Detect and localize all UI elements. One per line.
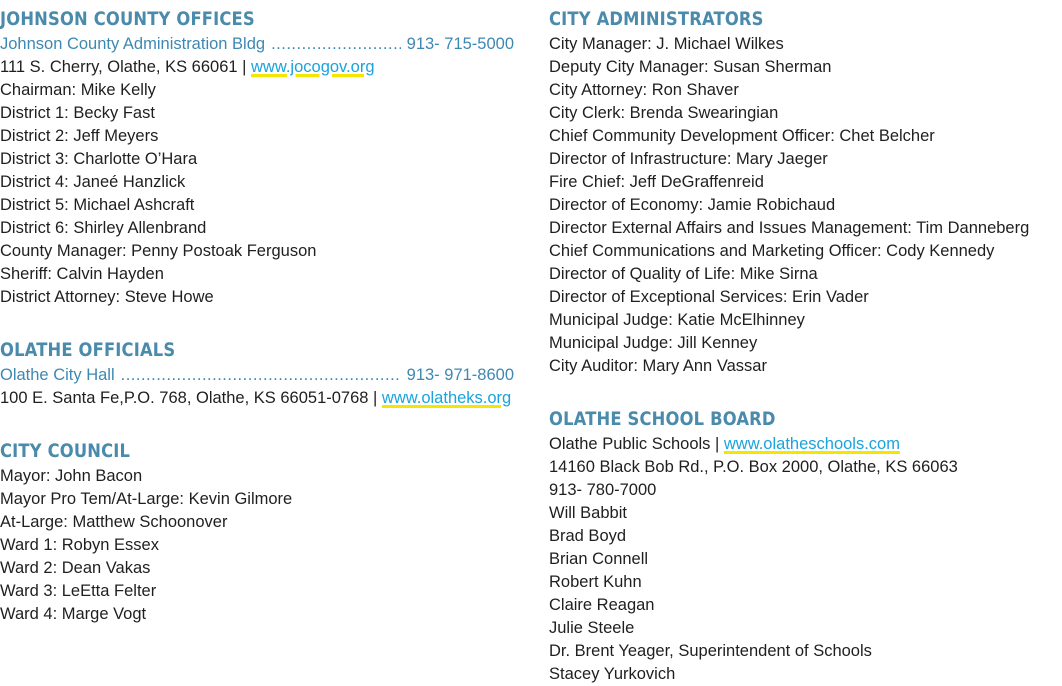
johnson-county-section: JOHNSON COUNTY OFFICES Johnson County Ad… [0, 8, 514, 309]
list-item: City Manager: J. Michael Wilkes [549, 35, 784, 53]
list-item: Dr. Brent Yeager, Superintendent of Scho… [549, 642, 872, 660]
list-item: District 2: Jeff Meyers [0, 127, 159, 145]
list-item: Chief Community Development Officer: Che… [549, 127, 935, 145]
list-item: District 1: Becky Fast [0, 104, 155, 122]
list-item: Director of Quality of Life: Mike Sirna [549, 265, 818, 283]
website-link[interactable]: www.olatheks.org [381, 389, 512, 407]
list-item: Chief Communications and Marketing Offic… [549, 242, 995, 260]
olathe-officials-section: OLATHE OFFICIALS Olathe City Hall 913- 9… [0, 339, 514, 410]
list-item: Municipal Judge: Katie McElhinney [549, 311, 805, 329]
contact-line: Johnson County Administration Bldg 913- … [0, 33, 514, 56]
list-item: Mayor Pro Tem/At-Large: Kevin Gilmore [0, 490, 293, 508]
org-text: Olathe Public Schools | [549, 435, 720, 453]
member-list: Will Babbit Brad Boyd Brian Connell Robert … [549, 502, 1049, 686]
list-item: Ward 4: Marge Vogt [0, 605, 147, 623]
right-column: CITY ADMINISTRATORS City Manager: J. Mic… [549, 0, 1049, 686]
phone-line: 913- 780-7000 [549, 481, 657, 499]
list-item: Stacey Yurkovich [549, 665, 676, 683]
official-list: City Manager: J. Michael Wilkes Deputy Ci… [549, 33, 1049, 378]
address-line: 100 E. Santa Fe,P.O. 768, Olathe, KS 660… [0, 387, 514, 410]
list-item: County Manager: Penny Postoak Ferguson [0, 242, 317, 260]
section-title: OLATHE OFFICIALS [0, 339, 176, 361]
dot-leader [271, 33, 401, 56]
address-text: 100 E. Santa Fe,P.O. 768, Olathe, KS 660… [0, 389, 378, 407]
contact-phone: 913- 971-8600 [406, 366, 514, 384]
list-item: Deputy City Manager: Susan Sherman [549, 58, 832, 76]
section-title: CITY COUNCIL [0, 440, 131, 462]
list-item: Ward 2: Dean Vakas [0, 559, 151, 577]
school-board-section: OLATHE SCHOOL BOARD Olathe Public School… [549, 408, 1049, 686]
list-item: Will Babbit [549, 504, 627, 522]
list-item: Director of Exceptional Services: Erin V… [549, 288, 869, 306]
section-title: CITY ADMINISTRATORS [549, 8, 764, 30]
list-item: District 6: Shirley Allenbrand [0, 219, 207, 237]
list-item: City Attorney: Ron Shaver [549, 81, 739, 99]
official-list: Chairman: Mike Kelly District 1: Becky Fa… [0, 79, 514, 309]
list-item: Julie Steele [549, 619, 635, 637]
list-item: Claire Reagan [549, 596, 655, 614]
list-item: Sheriff: Calvin Hayden [0, 265, 164, 283]
dot-leader [121, 364, 401, 387]
list-item: Fire Chief: Jeff DeGraffenreid [549, 173, 764, 191]
official-list: Mayor: John Bacon Mayor Pro Tem/At-Large:… [0, 465, 514, 626]
list-item: City Clerk: Brenda Swearingian [549, 104, 779, 122]
address-line: 111 S. Cherry, Olathe, KS 66061 | www.jo… [0, 56, 514, 79]
address-line: 14160 Black Bob Rd., P.O. Box 2000, Olat… [549, 458, 958, 476]
website-link[interactable]: www.olatheschools.com [723, 435, 900, 453]
contact-name: Johnson County Administration Bldg [0, 35, 266, 53]
list-item: Brian Connell [549, 550, 649, 568]
list-item: Robert Kuhn [549, 573, 642, 591]
section-title: OLATHE SCHOOL BOARD [549, 408, 776, 430]
list-item: Ward 1: Robyn Essex [0, 536, 159, 554]
list-item: Brad Boyd [549, 527, 627, 545]
contact-line: Olathe City Hall 913- 971-8600 [0, 364, 514, 387]
section-title: JOHNSON COUNTY OFFICES [0, 8, 255, 30]
list-item: City Auditor: Mary Ann Vassar [549, 357, 767, 375]
list-item: District Attorney: Steve Howe [0, 288, 214, 306]
list-item: Chairman: Mike Kelly [0, 81, 156, 99]
contact-name: Olathe City Hall [0, 366, 115, 384]
list-item: District 3: Charlotte O’Hara [0, 150, 198, 168]
website-link[interactable]: www.jocogov.org [251, 58, 375, 76]
list-item: At-Large: Matthew Schoonover [0, 513, 228, 531]
list-item: Ward 3: LeEtta Felter [0, 582, 157, 600]
address-text: 111 S. Cherry, Olathe, KS 66061 | [0, 58, 247, 76]
list-item: Director External Affairs and Issues Man… [549, 219, 1030, 237]
contact-phone: 913- 715-5000 [406, 35, 514, 53]
left-column: JOHNSON COUNTY OFFICES Johnson County Ad… [0, 0, 514, 626]
list-item: District 5: Michael Ashcraft [0, 196, 195, 214]
list-item: Director of Economy: Jamie Robichaud [549, 196, 836, 214]
list-item: Director of Infrastructure: Mary Jaeger [549, 150, 828, 168]
list-item: District 4: Janeé Hanzlick [0, 173, 186, 191]
city-administrators-section: CITY ADMINISTRATORS City Manager: J. Mic… [549, 8, 1049, 378]
city-council-section: CITY COUNCIL Mayor: John Bacon Mayor Pro … [0, 440, 514, 626]
list-item: Mayor: John Bacon [0, 467, 143, 485]
list-item: Municipal Judge: Jill Kenney [549, 334, 758, 352]
org-line: Olathe Public Schools | www.olatheschool… [549, 433, 1049, 456]
